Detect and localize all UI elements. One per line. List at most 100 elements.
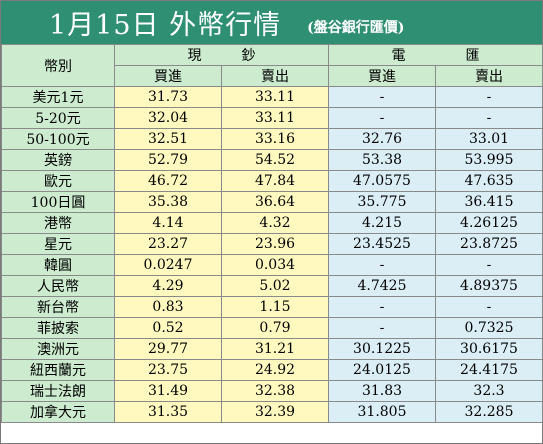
cash-sell-value: 4.32 — [221, 212, 329, 234]
tt-sell-value: 23.8725 — [435, 233, 543, 255]
cash-sell-value: 32.39 — [221, 401, 329, 423]
tt-sell-value: 4.26125 — [435, 212, 543, 234]
currency-name: 5-20元 — [1, 107, 115, 129]
table-row: 菲披索 0.52 0.79-0.7325 — [1, 317, 543, 339]
cash-buy-value: 32.04 — [114, 107, 222, 129]
tt-buy-value: 31.83 — [328, 380, 436, 402]
tt-buy-value: - — [328, 254, 436, 276]
table-row: 50-100元 32.51 33.16 32.76 33.01 — [1, 128, 543, 150]
currency-name: 澳洲元 — [1, 338, 115, 360]
table-row: 新台幣 0.83 1.15- - — [1, 296, 543, 318]
table-row: 瑞士法朗 31.49 32.38 31.83 32.3 — [1, 380, 543, 402]
cash-sell-value: 5.02 — [221, 275, 329, 297]
tt-buy-value: 4.215 — [328, 212, 436, 234]
cash-buy-value: 4.14 — [114, 212, 222, 234]
tt-sell-header: 賣出 — [435, 65, 543, 87]
tt-sell-value: 32.285 — [435, 401, 543, 423]
table-row: 歐元 46.72 47.84 47.0575 47.635 — [1, 170, 543, 192]
cash-buy-value: 23.27 — [114, 233, 222, 255]
table-row: 英鎊 52.79 54.52 53.38 53.995 — [1, 149, 543, 171]
currency-name: 加拿大元 — [1, 401, 115, 423]
tt-buy-value: 30.1225 — [328, 338, 436, 360]
cash-buy-value: 31.49 — [114, 380, 222, 402]
table-row: 澳洲元 29.77 31.21 30.1225 30.6175 — [1, 338, 543, 360]
currency-name: 紐西蘭元 — [1, 359, 115, 381]
cash-sell-value: 33.16 — [221, 128, 329, 150]
cash-sell-value: 24.92 — [221, 359, 329, 381]
table-row: 紐西蘭元 23.75 24.92 24.0125 24.4175 — [1, 359, 543, 381]
tt-buy-header: 買進 — [328, 65, 436, 87]
rate-rows: 美元1元 31.73 33.11- -5-20元 32.04 33.11- -50-100元… — [1, 86, 543, 423]
table-row: 5-20元 32.04 33.11- - — [1, 107, 543, 129]
table-row: 港幣 4.14 4.32 4.215 4.26125 — [1, 212, 543, 234]
tt-buy-value: 23.4525 — [328, 233, 436, 255]
currency-name: 英鎊 — [1, 149, 115, 171]
cash-buy-value: 4.29 — [114, 275, 222, 297]
tt-sell-value: 4.89375 — [435, 275, 543, 297]
cash-buy-value: 23.75 — [114, 359, 222, 381]
tt-buy-value: 31.805 — [328, 401, 436, 423]
tt-sell-value: 47.635 — [435, 170, 543, 192]
title-bar: 1月15日 外幣行情 (盤谷銀行匯價) — [1, 1, 542, 44]
cash-sell-value: 47.84 — [221, 170, 329, 192]
currency-name: 50-100元 — [1, 128, 115, 150]
tt-buy-value: - — [328, 86, 436, 108]
cash-buy-value: 29.77 — [114, 338, 222, 360]
cash-sell-header: 賣出 — [221, 65, 329, 87]
currency-name: 100日圓 — [1, 191, 115, 213]
cash-group-header: 現鈔 — [114, 44, 329, 66]
currency-name: 韓圓 — [1, 254, 115, 276]
cash-buy-value: 31.73 — [114, 86, 222, 108]
cash-buy-value: 32.51 — [114, 128, 222, 150]
currency-header: 幣別 — [1, 44, 115, 87]
currency-name: 菲披索 — [1, 317, 115, 339]
tt-buy-value: 35.775 — [328, 191, 436, 213]
tt-buy-value: - — [328, 296, 436, 318]
tt-sell-value: 30.6175 — [435, 338, 543, 360]
currency-name: 星元 — [1, 233, 115, 255]
tt-group-header: 電匯 — [328, 44, 543, 66]
cash-buy-value: 52.79 — [114, 149, 222, 171]
tt-buy-value: 53.38 — [328, 149, 436, 171]
tt-buy-value: - — [328, 317, 436, 339]
cash-sell-value: 33.11 — [221, 86, 329, 108]
tt-sell-value: 53.995 — [435, 149, 543, 171]
tt-sell-value: 33.01 — [435, 128, 543, 150]
tt-buy-value: 4.7425 — [328, 275, 436, 297]
currency-name: 美元1元 — [1, 86, 115, 108]
cash-sell-value: 1.15 — [221, 296, 329, 318]
cash-buy-value: 31.35 — [114, 401, 222, 423]
cash-sell-value: 31.21 — [221, 338, 329, 360]
table-row: 100日圓 35.38 36.64 35.775 36.415 — [1, 191, 543, 213]
cash-sell-value: 36.64 — [221, 191, 329, 213]
cash-sell-value: 33.11 — [221, 107, 329, 129]
tt-sell-value: 32.3 — [435, 380, 543, 402]
currency-name: 瑞士法朗 — [1, 380, 115, 402]
currency-name: 人民幣 — [1, 275, 115, 297]
tt-buy-value: - — [328, 107, 436, 129]
tt-sell-value: - — [435, 296, 543, 318]
table-row: 加拿大元 31.35 32.39 31.805 32.285 — [1, 401, 543, 423]
cash-buy-value: 35.38 — [114, 191, 222, 213]
tt-buy-value: 24.0125 — [328, 359, 436, 381]
cash-buy-value: 0.52 — [114, 317, 222, 339]
currency-name: 歐元 — [1, 170, 115, 192]
currency-name: 港幣 — [1, 212, 115, 234]
tt-sell-value: - — [435, 86, 543, 108]
source-note: (盤谷銀行匯價) — [307, 19, 405, 36]
table-row: 人民幣 4.29 5.02 4.7425 4.89375 — [1, 275, 543, 297]
cash-sell-value: 23.96 — [221, 233, 329, 255]
tt-buy-value: 32.76 — [328, 128, 436, 150]
cash-sell-value: 0.79 — [221, 317, 329, 339]
tt-sell-value: - — [435, 107, 543, 129]
cash-sell-value: 0.034 — [221, 254, 329, 276]
currency-name: 新台幣 — [1, 296, 115, 318]
table-row: 韓圓 0.0247 0.034- - — [1, 254, 543, 276]
cash-sell-value: 32.38 — [221, 380, 329, 402]
cash-sell-value: 54.52 — [221, 149, 329, 171]
cash-buy-value: 0.0247 — [114, 254, 222, 276]
exchange-rate-table: 幣別 現鈔 電匯 買進 賣出 買進 賣出 美元1元 31.73 33.11- -5-2… — [1, 44, 543, 423]
page-title: 1月15日 外幣行情 — [49, 10, 282, 41]
tt-sell-value: - — [435, 254, 543, 276]
